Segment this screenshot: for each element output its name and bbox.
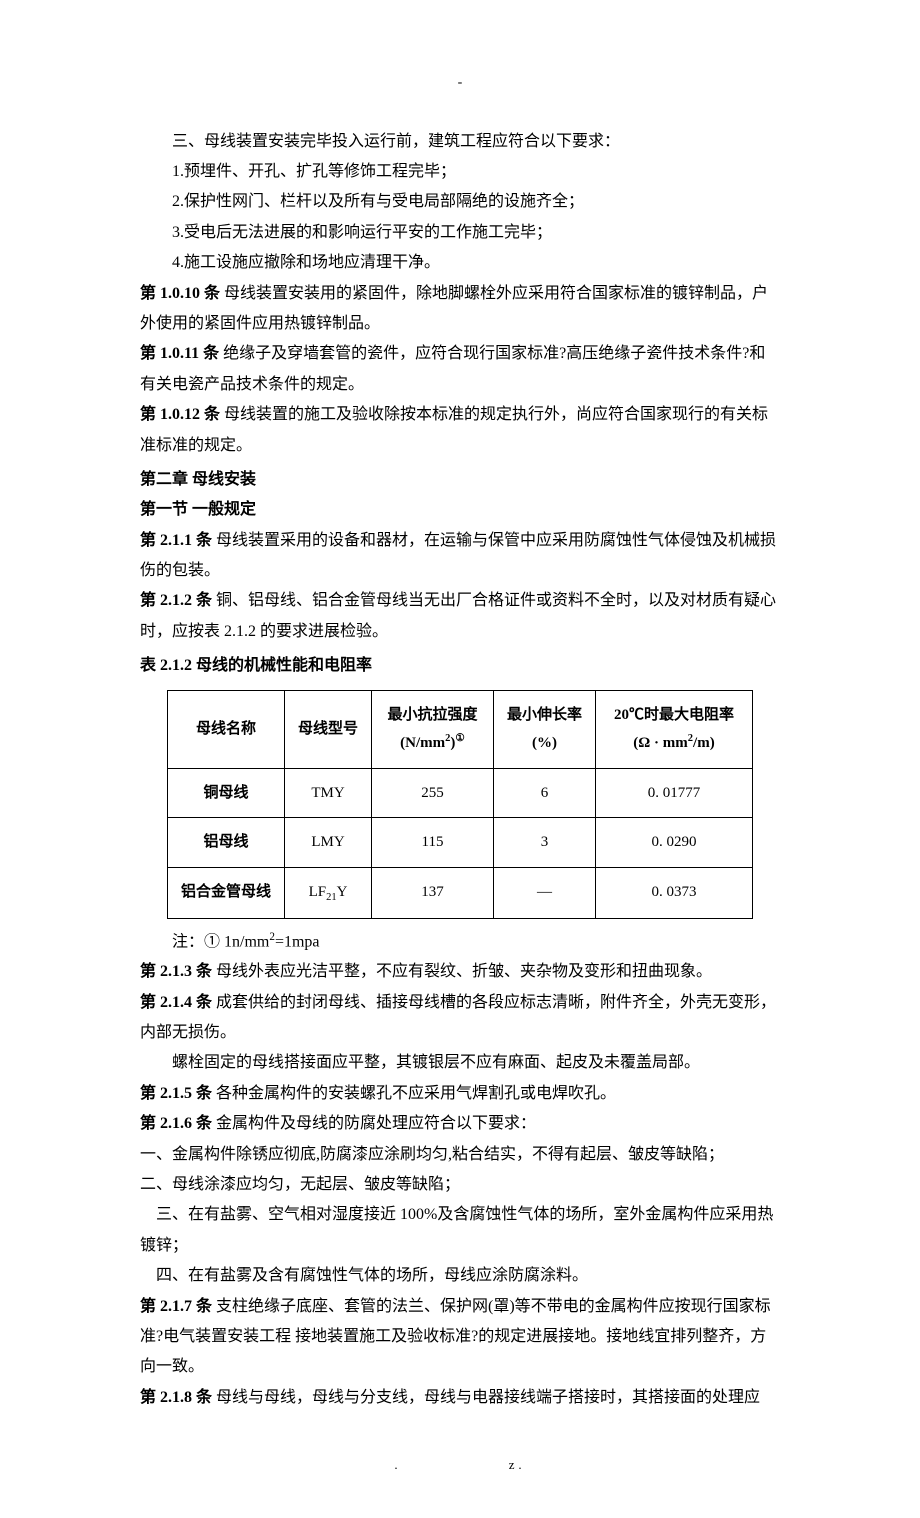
footer-z: z. xyxy=(509,1457,526,1472)
th-res-l2a: (Ω · mm xyxy=(633,735,688,751)
a216-i3: 三、在有盐雾、空气相对湿度接近 100%及含腐蚀性气体的场所，室外金属构件应采用… xyxy=(140,1200,780,1261)
td: 137 xyxy=(372,867,494,918)
a216-i3-text: 三、在有盐雾、空气相对湿度接近 100%及含腐蚀性气体的场所，室外金属构件应采用… xyxy=(140,1206,773,1253)
table-note-post: =1mpa xyxy=(275,933,320,950)
article-text: 母线装置的施工及验收除按本标准的规定执行外，尚应符合国家现行的有关标准标准的规定… xyxy=(140,406,768,453)
footer-dot: . xyxy=(394,1457,401,1472)
article-label: 第 2.1.6 条 xyxy=(140,1115,212,1132)
table-row: 铜母线 TMY 255 6 0. 01777 xyxy=(168,768,753,818)
td: 0. 01777 xyxy=(596,768,753,818)
article-2-1-6: 第 2.1.6 条 金属构件及母线的防腐处理应符合以下要求： xyxy=(140,1109,780,1139)
article-text: 母线装置采用的设备和器材，在运输与保管中应采用防腐蚀性气体侵蚀及机械损伤的包装。 xyxy=(140,532,776,579)
article-label: 第 2.1.3 条 xyxy=(140,963,212,980)
article-text: 绝缘子及穿墙套管的瓷件，应符合现行国家标准?高压绝缘子瓷件技术条件?和有关电瓷产… xyxy=(140,345,765,392)
article-2-1-8: 第 2.1.8 条 母线与母线，母线与分支线，母线与电器接线端子搭接时，其搭接面… xyxy=(140,1383,780,1413)
td-model-sub: 21 xyxy=(326,892,337,903)
top-dash: - xyxy=(140,70,780,97)
td: 铝母线 xyxy=(168,818,285,868)
article-label: 第 2.1.4 条 xyxy=(140,994,212,1011)
article-2-1-4: 第 2.1.4 条 成套供给的封闭母线、插接母线槽的各段应标志清晰，附件齐全，外… xyxy=(140,988,780,1049)
th-tensile-l2a: (N/mm xyxy=(400,735,445,751)
article-2-1-4-extra: 螺栓固定的母线搭接面应平整，其镀银层不应有麻面、起皮及未覆盖局部。 xyxy=(140,1048,780,1078)
th-elong: 最小伸长率 (%) xyxy=(494,690,596,768)
section-2-1-heading: 第一节 一般规定 xyxy=(140,495,780,525)
td: 255 xyxy=(372,768,494,818)
table-header-row: 母线名称 母线型号 最小抗拉强度 (N/mm2)① 最小伸长率 (%) 20℃时… xyxy=(168,690,753,768)
a216-i4: 四、在有盐雾及含有腐蚀性气体的场所，母线应涂防腐涂料。 xyxy=(140,1261,780,1291)
article-2-1-2: 第 2.1.2 条 铜、铝母线、铝合金管母线当无出厂合格证件或资料不全时，以及对… xyxy=(140,586,780,647)
article-label: 第 2.1.5 条 xyxy=(140,1085,212,1102)
th-name: 母线名称 xyxy=(168,690,285,768)
intro-item1: 1.预埋件、开孔、扩孔等修饰工程完毕； xyxy=(140,157,780,187)
td: 3 xyxy=(494,818,596,868)
th-res-l1: 20℃时最大电阻率 xyxy=(614,707,734,723)
th-elong-l2: (%) xyxy=(532,735,557,751)
td: TMY xyxy=(285,768,372,818)
th-tensile-l1: 最小抗拉强度 xyxy=(387,707,477,723)
th-res: 20℃时最大电阻率 (Ω · mm2/m) xyxy=(596,690,753,768)
article-text: 铜、铝母线、铝合金管母线当无出厂合格证件或资料不全时，以及对材质有疑心时，应按表… xyxy=(140,592,776,639)
td: 铜母线 xyxy=(168,768,285,818)
article-label: 第 1.0.12 条 xyxy=(140,406,220,423)
article-text: 支柱绝缘子底座、套管的法兰、保护网(罩)等不带电的金属构件应按现行国家标准?电气… xyxy=(140,1298,771,1376)
article-label: 第 2.1.1 条 xyxy=(140,532,212,549)
th-model: 母线型号 xyxy=(285,690,372,768)
article-1-0-11: 第 1.0.11 条 绝缘子及穿墙套管的瓷件，应符合现行国家标准?高压绝缘子瓷件… xyxy=(140,339,780,400)
article-text: 母线装置安装用的紧固件，除地脚螺栓外应采用符合国家标准的镀锌制品，户外使用的紧固… xyxy=(140,285,768,332)
article-label: 第 2.1.2 条 xyxy=(140,592,212,609)
article-text: 金属构件及母线的防腐处理应符合以下要求： xyxy=(212,1115,536,1132)
article-label: 第 2.1.8 条 xyxy=(140,1389,212,1406)
article-text: 成套供给的封闭母线、插接母线槽的各段应标志清晰，附件齐全，外壳无变形，内部无损伤… xyxy=(140,994,776,1041)
a216-i4-text: 四、在有盐雾及含有腐蚀性气体的场所，母线应涂防腐涂料。 xyxy=(140,1267,588,1284)
td: — xyxy=(494,867,596,918)
page-footer: . z. xyxy=(140,1453,780,1478)
article-2-1-5: 第 2.1.5 条 各种金属构件的安装螺孔不应采用气焊割孔或电焊吹孔。 xyxy=(140,1079,780,1109)
td: 铝合金管母线 xyxy=(168,867,285,918)
td-model-pre: LF xyxy=(309,884,327,900)
td: 0. 0290 xyxy=(596,818,753,868)
intro-san: 三、母线装置安装完毕投入运行前，建筑工程应符合以下要求： xyxy=(140,127,780,157)
td-model-lf21y: LF21Y xyxy=(285,867,372,918)
td-model-post: Y xyxy=(337,884,348,900)
table-note: 注：① 1n/mm2=1mpa xyxy=(140,927,780,958)
article-text: 各种金属构件的安装螺孔不应采用气焊割孔或电焊吹孔。 xyxy=(212,1085,616,1102)
article-2-1-1: 第 2.1.1 条 母线装置采用的设备和器材，在运输与保管中应采用防腐蚀性气体侵… xyxy=(140,526,780,587)
table-row: 铝母线 LMY 115 3 0. 0290 xyxy=(168,818,753,868)
article-2-1-7: 第 2.1.7 条 支柱绝缘子底座、套管的法兰、保护网(罩)等不带电的金属构件应… xyxy=(140,1292,780,1383)
article-label: 第 1.0.11 条 xyxy=(140,345,219,362)
th-elong-l1: 最小伸长率 xyxy=(507,707,582,723)
document-page: - 三、母线装置安装完毕投入运行前，建筑工程应符合以下要求： 1.预埋件、开孔、… xyxy=(70,0,850,1518)
td: 115 xyxy=(372,818,494,868)
td: 0. 0373 xyxy=(596,867,753,918)
intro-item2: 2.保护性网门、栏杆以及所有与受电局部隔绝的设施齐全； xyxy=(140,187,780,217)
table-row: 铝合金管母线 LF21Y 137 — 0. 0373 xyxy=(168,867,753,918)
table-2-1-2: 母线名称 母线型号 最小抗拉强度 (N/mm2)① 最小伸长率 (%) 20℃时… xyxy=(167,690,753,919)
table-caption: 表 2.1.2 母线的机械性能和电阻率 xyxy=(140,651,780,681)
th-tensile: 最小抗拉强度 (N/mm2)① xyxy=(372,690,494,768)
intro-item4: 4.施工设施应撤除和场地应清理干净。 xyxy=(140,248,780,278)
article-1-0-10: 第 1.0.10 条 母线装置安装用的紧固件，除地脚螺栓外应采用符合国家标准的镀… xyxy=(140,279,780,340)
td: LMY xyxy=(285,818,372,868)
article-label: 第 1.0.10 条 xyxy=(140,285,220,302)
td: 6 xyxy=(494,768,596,818)
intro-item3: 3.受电后无法进展的和影响运行平安的工作施工完毕； xyxy=(140,218,780,248)
article-label: 第 2.1.7 条 xyxy=(140,1298,212,1315)
th-tensile-circ: ① xyxy=(455,732,464,744)
a216-i2: 二、母线涂漆应均匀，无起层、皱皮等缺陷； xyxy=(140,1170,780,1200)
table-note-pre: 注：① 1n/mm xyxy=(172,933,269,950)
article-1-0-12: 第 1.0.12 条 母线装置的施工及验收除按本标准的规定执行外，尚应符合国家现… xyxy=(140,400,780,461)
article-2-1-3: 第 2.1.3 条 母线外表应光洁平整，不应有裂纹、折皱、夹杂物及变形和扭曲现象… xyxy=(140,957,780,987)
a216-i1: 一、金属构件除锈应彻底,防腐漆应涂刷均匀,粘合结实，不得有起层、皱皮等缺陷； xyxy=(140,1140,780,1170)
article-text: 母线与母线，母线与分支线，母线与电器接线端子搭接时，其搭接面的处理应 xyxy=(212,1389,760,1406)
th-res-close: /m) xyxy=(693,735,715,751)
article-text: 母线外表应光洁平整，不应有裂纹、折皱、夹杂物及变形和扭曲现象。 xyxy=(212,963,712,980)
chapter-2-heading: 第二章 母线安装 xyxy=(140,465,780,495)
